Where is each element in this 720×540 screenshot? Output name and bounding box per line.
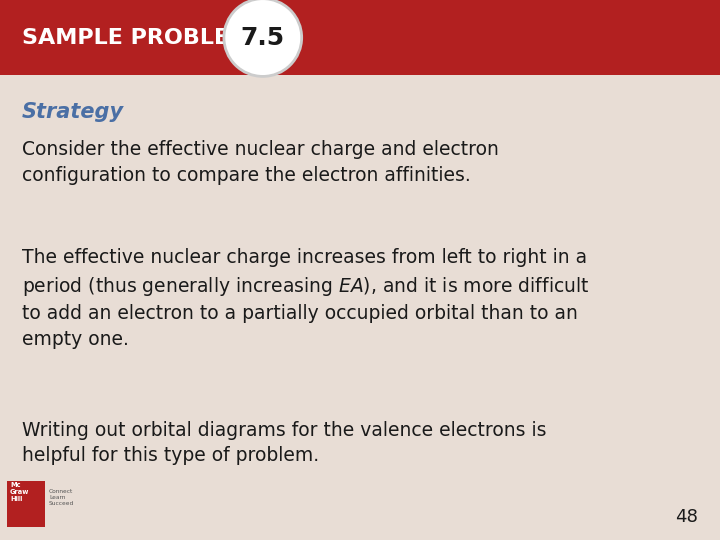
Text: Mc
Graw
Hill: Mc Graw Hill (10, 482, 30, 502)
FancyBboxPatch shape (7, 481, 45, 526)
Text: Consider the effective nuclear charge and electron
configuration to compare the : Consider the effective nuclear charge an… (22, 140, 498, 185)
Text: SAMPLE PROBLEM: SAMPLE PROBLEM (22, 28, 251, 48)
Text: Connect
Learn
Succeed: Connect Learn Succeed (49, 489, 74, 506)
Text: Strategy: Strategy (22, 102, 124, 122)
Text: Writing out orbital diagrams for the valence electrons is
helpful for this type : Writing out orbital diagrams for the val… (22, 421, 546, 465)
Text: 48: 48 (675, 509, 698, 526)
Text: The effective nuclear charge increases from left to right in a
period (thus gene: The effective nuclear charge increases f… (22, 248, 589, 349)
Ellipse shape (224, 0, 302, 76)
Text: 7.5: 7.5 (240, 25, 285, 50)
FancyBboxPatch shape (0, 0, 720, 75)
